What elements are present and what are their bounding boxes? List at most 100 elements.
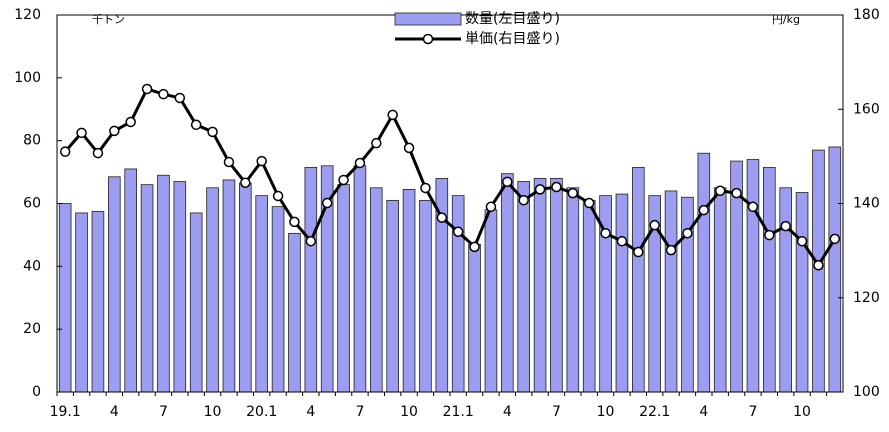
y-tick-label: 60 xyxy=(23,196,41,212)
marker xyxy=(59,146,71,157)
marker xyxy=(469,241,480,253)
marker xyxy=(338,174,349,186)
y-tick-label: 120 xyxy=(14,7,41,23)
marker xyxy=(583,197,595,209)
marker xyxy=(452,226,464,238)
bar xyxy=(517,181,530,393)
bar xyxy=(189,212,203,393)
marker xyxy=(616,235,628,247)
bar xyxy=(124,168,137,393)
bar xyxy=(419,199,432,393)
marker xyxy=(485,201,497,213)
bar xyxy=(337,184,350,393)
marker xyxy=(780,220,791,232)
marker xyxy=(665,244,677,256)
legend-marker xyxy=(422,33,434,45)
x-tick-label: 7 xyxy=(159,404,168,420)
marker xyxy=(289,216,300,228)
x-tick-label: 4 xyxy=(110,404,119,420)
bar xyxy=(697,152,711,393)
x-tick-label: 4 xyxy=(306,404,315,420)
y-tick-label: 80 xyxy=(23,133,41,149)
bar xyxy=(140,184,154,393)
marker xyxy=(92,147,104,159)
bar xyxy=(91,210,105,393)
bar xyxy=(632,166,645,393)
y2-tick-label: 180 xyxy=(853,7,880,23)
bar xyxy=(386,199,399,393)
bar xyxy=(828,146,842,393)
marker xyxy=(420,182,431,194)
bar xyxy=(75,212,88,393)
x-tick-label: 10 xyxy=(793,404,811,420)
bar xyxy=(795,192,809,393)
y2-tick-label: 140 xyxy=(853,196,880,212)
marker xyxy=(731,187,742,199)
bar xyxy=(484,209,498,393)
marker xyxy=(387,109,398,121)
bar xyxy=(288,232,301,393)
marker xyxy=(796,235,808,247)
marker xyxy=(747,201,759,213)
bar xyxy=(533,177,547,393)
bar xyxy=(763,166,776,393)
bar xyxy=(451,195,465,393)
bar xyxy=(58,203,72,393)
bar xyxy=(468,243,481,393)
bar xyxy=(812,149,825,393)
bar xyxy=(746,159,760,393)
x-tick-label: 19.1 xyxy=(50,404,81,420)
bar xyxy=(713,187,727,393)
marker xyxy=(567,187,579,199)
marker xyxy=(354,157,366,169)
marker xyxy=(141,83,153,95)
marker xyxy=(518,194,529,206)
bar xyxy=(615,193,629,393)
bar xyxy=(271,206,285,393)
bar xyxy=(664,190,678,393)
marker xyxy=(714,185,726,197)
legend-label: 数量(左目盛り) xyxy=(465,11,560,27)
marker xyxy=(534,184,546,195)
legend-swatch xyxy=(394,12,462,26)
y-tick-label: 40 xyxy=(23,258,41,274)
y-unit-label: 千トン xyxy=(92,13,125,26)
bar xyxy=(353,165,367,393)
bar xyxy=(779,187,792,393)
marker xyxy=(649,219,660,231)
marker xyxy=(158,88,169,100)
y-tick-label: 20 xyxy=(23,321,41,337)
bar xyxy=(582,199,596,393)
marker xyxy=(371,137,382,149)
marker xyxy=(600,227,611,239)
bar xyxy=(550,177,563,393)
marker xyxy=(174,92,186,104)
bar xyxy=(501,173,514,393)
marker xyxy=(633,246,644,258)
x-tick-label: 4 xyxy=(699,404,708,420)
x-tick-label: 10 xyxy=(597,404,615,420)
y2-tick-label: 120 xyxy=(853,290,880,306)
x-tick-label: 7 xyxy=(748,404,757,420)
bar xyxy=(157,174,170,393)
marker xyxy=(305,235,317,247)
marker xyxy=(256,155,267,167)
marker xyxy=(272,190,284,202)
marker xyxy=(551,181,562,193)
x-tick-label: 22.1 xyxy=(639,404,670,420)
y2-unit-label: 円/kg xyxy=(772,13,800,26)
marker xyxy=(829,233,841,245)
marker xyxy=(207,126,218,138)
bar xyxy=(173,181,187,393)
x-tick-label: 21.1 xyxy=(443,404,474,420)
bar xyxy=(108,176,121,393)
y-tick-label: 0 xyxy=(32,384,41,400)
bar xyxy=(222,179,236,393)
x-tick-label: 10 xyxy=(204,404,222,420)
marker xyxy=(436,212,448,223)
marker xyxy=(240,177,251,189)
marker xyxy=(321,197,333,209)
marker xyxy=(190,119,202,131)
marker xyxy=(502,176,513,188)
marker xyxy=(223,156,235,168)
